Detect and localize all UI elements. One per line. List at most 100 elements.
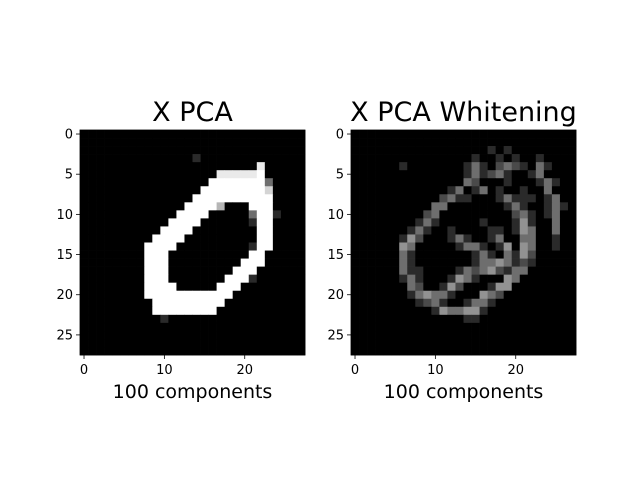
image-pixel: [88, 290, 97, 300]
image-pixel: [479, 338, 488, 348]
image-pixel: [463, 290, 472, 300]
image-pixel: [383, 218, 392, 227]
image-pixel: [431, 162, 440, 171]
image-pixel: [136, 258, 145, 267]
image-pixel: [184, 242, 193, 251]
image-pixel: [463, 306, 472, 316]
image-pixel: [415, 138, 424, 147]
image-pixel: [96, 274, 105, 284]
image-pixel: [423, 186, 432, 195]
image-pixel: [184, 210, 193, 219]
image-pixel: [256, 338, 266, 348]
image-pixel: [407, 186, 416, 195]
image-pixel: [439, 274, 448, 284]
image-pixel: [383, 234, 392, 243]
image-pixel: [439, 178, 448, 187]
image-pixel: [176, 162, 185, 171]
image-pixel: [208, 298, 217, 308]
image-pixel: [479, 306, 488, 316]
image-pixel: [280, 138, 290, 147]
image-pixel: [559, 138, 569, 147]
image-pixel: [200, 186, 209, 195]
image-pixel: [80, 266, 89, 275]
image-pixel: [136, 290, 145, 300]
image-pixel: [383, 130, 392, 139]
image-pixel: [144, 226, 153, 235]
image-pixel: [160, 250, 169, 259]
image-pixel: [383, 266, 392, 275]
image-pixel: [144, 154, 153, 163]
image-pixel: [112, 338, 121, 348]
x-tick-label: 20: [507, 363, 524, 378]
image-pixel: [144, 346, 153, 356]
image-pixel: [471, 170, 480, 179]
image-pixel: [543, 218, 553, 227]
image-pixel: [551, 242, 561, 251]
image-pixel: [415, 194, 424, 203]
image-pixel: [559, 226, 569, 235]
image-pixel: [463, 314, 472, 324]
image-pixel: [431, 314, 440, 324]
image-pixel: [136, 274, 145, 284]
image-pixel: [184, 130, 193, 139]
image-pixel: [367, 138, 376, 147]
image-pixel: [256, 178, 266, 187]
image-pixel: [168, 234, 177, 243]
image-pixel: [367, 322, 376, 332]
image-pixel: [248, 250, 258, 259]
image-pixel: [88, 194, 97, 203]
image-pixel: [280, 242, 290, 251]
image-pixel: [240, 146, 250, 155]
image-pixel: [192, 282, 201, 292]
image-pixel: [248, 346, 258, 356]
image-pixel: [280, 346, 290, 356]
image-pixel: [192, 130, 201, 139]
image-pixel: [559, 346, 569, 356]
image-pixel: [415, 162, 424, 171]
image-pixel: [495, 154, 505, 163]
image-pixel: [184, 162, 193, 171]
image-pixel: [296, 170, 306, 179]
image-pixel: [487, 330, 496, 340]
image-pixel: [80, 258, 89, 267]
image-pixel: [351, 322, 360, 332]
image-pixel: [264, 258, 274, 267]
image-pixel: [88, 266, 97, 275]
image-pixel: [527, 186, 537, 195]
image-pixel: [383, 186, 392, 195]
image-pixel: [264, 274, 274, 284]
image-pixel: [455, 154, 464, 163]
image-pixel: [208, 258, 217, 267]
image-pixel: [375, 274, 384, 284]
image-pixel: [423, 234, 432, 243]
image-pixel: [128, 226, 137, 235]
image-pixel: [256, 258, 266, 267]
image-pixel: [351, 330, 360, 340]
image-pixel: [511, 210, 521, 219]
image-pixel: [359, 338, 368, 348]
image-pixel: [551, 202, 561, 211]
image-pixel: [351, 282, 360, 292]
image-pixel: [423, 306, 432, 316]
image-pixel: [128, 282, 137, 292]
image-pixel: [248, 194, 258, 203]
image-pixel: [495, 274, 505, 284]
image-pixel: [423, 202, 432, 211]
image-pixel: [120, 178, 129, 187]
image-pixel: [192, 266, 201, 275]
image-pixel: [184, 338, 193, 348]
image-pixel: [367, 154, 376, 163]
image-pixel: [367, 242, 376, 251]
image-pixel: [80, 154, 89, 163]
image-pixel: [487, 282, 496, 292]
image-pixel: [351, 266, 360, 275]
image-pixel: [503, 330, 513, 340]
image-pixel: [152, 146, 161, 155]
image-pixel: [543, 314, 553, 324]
image-pixel: [112, 234, 121, 243]
y-tick-label: 0: [65, 128, 73, 143]
image-pixel: [120, 194, 129, 203]
image-pixel: [455, 290, 464, 300]
image-pixel: [248, 154, 258, 163]
image-pixel: [232, 250, 242, 259]
